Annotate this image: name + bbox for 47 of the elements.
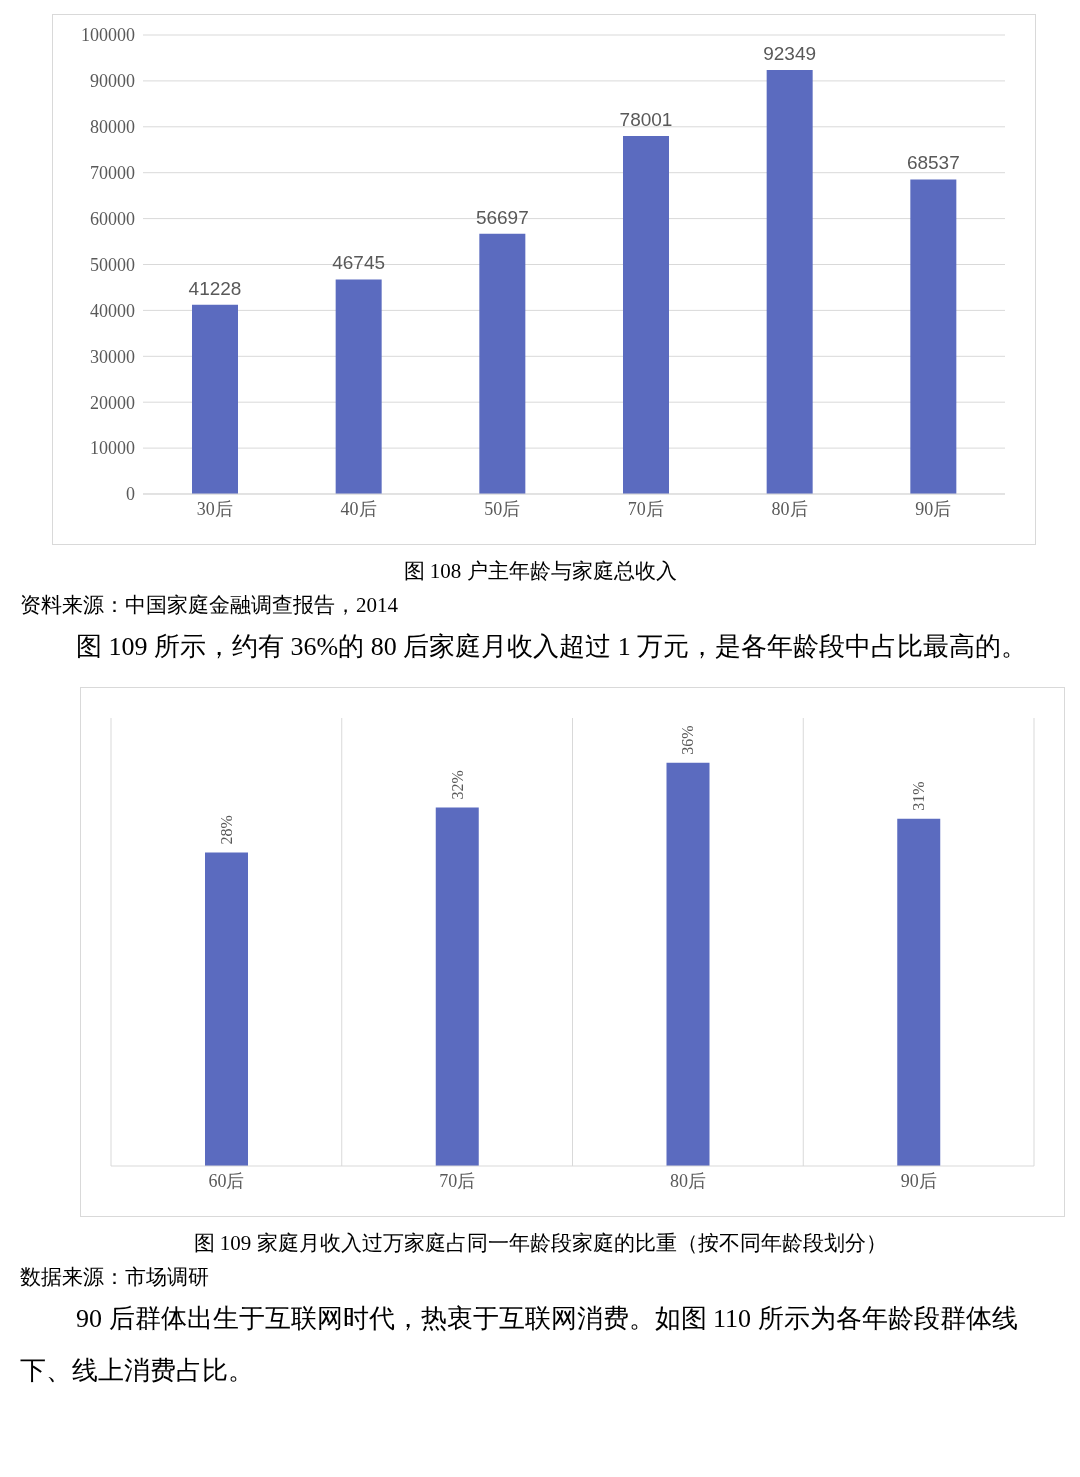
data-label: 92349 bbox=[763, 43, 817, 65]
data-label: 56697 bbox=[475, 206, 529, 228]
y-tick-label: 0 bbox=[126, 484, 135, 505]
bar bbox=[666, 762, 710, 1166]
y-tick-label: 10000 bbox=[90, 438, 135, 459]
y-tick-label: 30000 bbox=[90, 346, 135, 367]
y-tick-label: 50000 bbox=[90, 254, 135, 275]
text: 90 后群体出生于互联网时代，热衷于互联网消费。如图 110 所示为各年龄段群体线下、线上消费占比。 bbox=[20, 1303, 1019, 1387]
y-tick-label: 100000 bbox=[81, 25, 135, 46]
bar bbox=[205, 852, 248, 1166]
bar bbox=[479, 233, 526, 494]
x-tick-label: 80后 bbox=[669, 1170, 706, 1191]
data-label: 78001 bbox=[619, 108, 673, 130]
caption: 图 109 所示，约有 36%的 80 后家庭月收入超过 1 万元，是各年龄段中占比最高的。 bbox=[75, 631, 1029, 663]
bar bbox=[910, 179, 957, 494]
y-tick-label: 70000 bbox=[90, 163, 135, 184]
x-tick-label: 70后 bbox=[439, 1170, 476, 1191]
bar bbox=[435, 807, 479, 1166]
data-label: 31% bbox=[910, 781, 928, 811]
data-label: 41228 bbox=[188, 277, 242, 299]
bar bbox=[335, 279, 382, 494]
text: 图 109 家庭月收入过万家庭占同一年龄段家庭的比重（按不同年龄段划分） bbox=[192, 1230, 888, 1257]
data-label: 68537 bbox=[906, 152, 960, 174]
data-label: 28% bbox=[218, 815, 235, 845]
x-tick-label: 50后 bbox=[484, 498, 521, 519]
data-label: 36% bbox=[679, 725, 697, 755]
y-tick-label: 40000 bbox=[90, 300, 135, 321]
bar bbox=[766, 70, 813, 494]
x-tick-label: 70后 bbox=[627, 498, 664, 519]
bar bbox=[897, 818, 941, 1166]
bar bbox=[192, 304, 238, 494]
y-tick-label: 20000 bbox=[90, 392, 135, 413]
x-tick-label: 90后 bbox=[915, 498, 952, 519]
y-tick-label: 60000 bbox=[90, 208, 135, 229]
text: 资料来源：中国家庭金融调查报告，2014 bbox=[20, 592, 399, 619]
x-tick-label: 40后 bbox=[340, 498, 377, 519]
source-note: 数据来源：市场调研 bbox=[20, 1264, 210, 1291]
data-label: 46745 bbox=[332, 252, 386, 274]
x-tick-label: 80后 bbox=[771, 498, 808, 519]
x-tick-label: 60后 bbox=[208, 1170, 245, 1191]
y-tick-label: 80000 bbox=[90, 117, 135, 138]
y-tick-label: 90000 bbox=[90, 71, 135, 92]
bar bbox=[623, 135, 669, 494]
data-label: 32% bbox=[448, 770, 466, 800]
text: 图 108 户主年龄与家庭总收入 bbox=[402, 558, 678, 585]
x-tick-label: 90后 bbox=[900, 1170, 937, 1191]
x-tick-label: 30后 bbox=[196, 498, 233, 519]
